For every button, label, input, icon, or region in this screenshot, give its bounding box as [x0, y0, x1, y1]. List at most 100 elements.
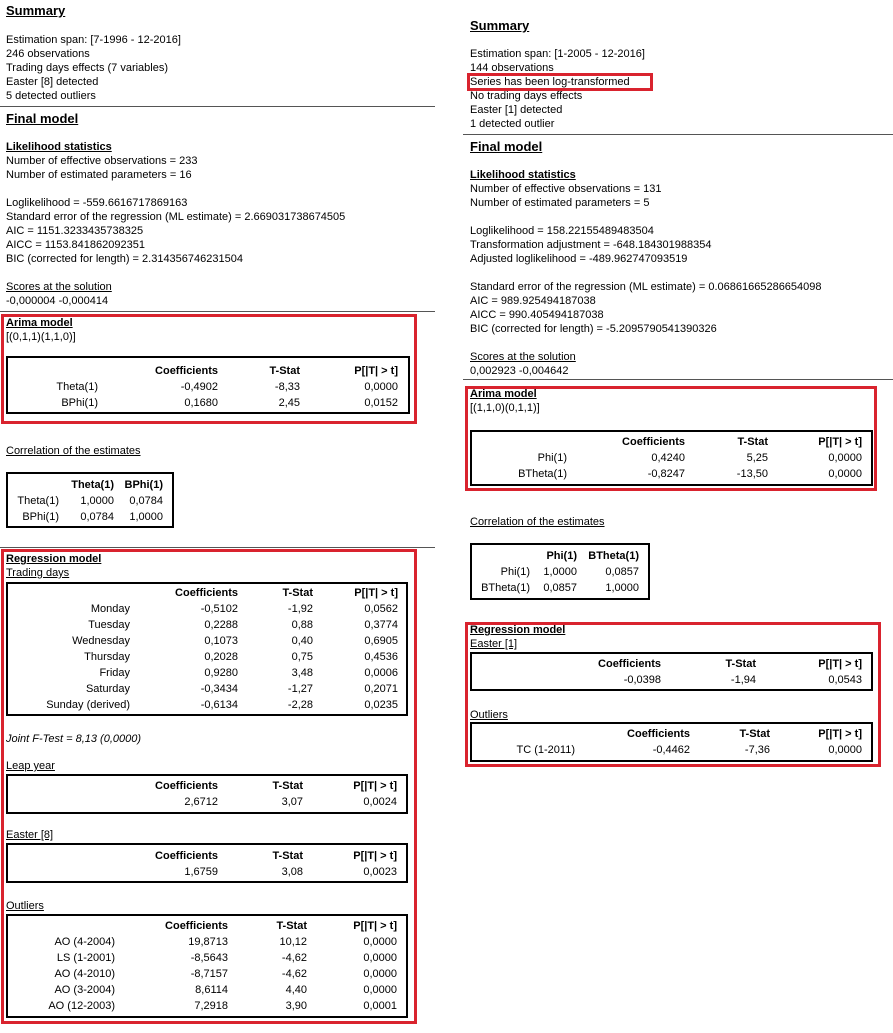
text-line: BIC (corrected for length) = 2.314356746… [6, 253, 243, 265]
separator [463, 379, 893, 380]
table-cell: -0,6134 [200, 699, 238, 711]
separator [0, 547, 435, 548]
subsection-title: Leap year [6, 760, 55, 772]
text-line: Number of effective observations = 131 [470, 183, 662, 195]
table-cell: 8,6114 [195, 984, 228, 996]
column-header: P[|T| > t] [353, 920, 397, 932]
table-cell: 0,2028 [204, 651, 238, 663]
table-frame [470, 722, 873, 762]
test-note: Joint F-Test = 8,13 (0,0000) [6, 733, 142, 745]
text-line: 246 observations [6, 48, 90, 60]
table-cell: Monday [90, 603, 130, 615]
table-cell: 0,0001 [363, 1000, 397, 1012]
table-cell: -0,0398 [623, 674, 661, 686]
table-cell: BTheta(1) [518, 468, 567, 480]
section-title: Final model [470, 139, 543, 154]
table-cell: -1,27 [287, 683, 313, 695]
table-frame [6, 774, 408, 814]
column-header: T-Stat [269, 365, 300, 377]
table-cell: 0,88 [291, 619, 313, 631]
table-cell: 0,0000 [363, 936, 397, 948]
text-line: 5 detected outliers [6, 90, 96, 102]
column-header: BPhi(1) [124, 479, 164, 491]
text-line: BIC (corrected for length) = -5.20957905… [470, 323, 717, 335]
text-line: Estimation span: [1-2005 - 12-2016] [470, 48, 645, 60]
separator [0, 106, 435, 107]
subsection-title: Trading days [6, 567, 70, 579]
table-cell: Sunday (derived) [46, 699, 130, 711]
table-frame [6, 472, 174, 528]
table-cell: 0,0235 [364, 699, 398, 711]
text-line: Loglikelihood = -559.6616717869163 [6, 197, 188, 209]
column-header: Coefficients [622, 436, 685, 448]
table-cell: TC (1-2011) [516, 744, 575, 756]
table-frame [470, 543, 650, 600]
text-line: Loglikelihood = 158.22155489483504 [470, 225, 654, 237]
table-cell: BTheta(1) [481, 582, 530, 594]
subsection-title: Regression model [470, 624, 566, 636]
table-cell: 0,3774 [364, 619, 398, 631]
text-line: 1 detected outlier [470, 118, 555, 130]
table-cell: AO (4-2004) [54, 936, 115, 948]
table-frame [6, 843, 408, 883]
text-line: AIC = 989.925494187038 [470, 295, 596, 307]
column-header: Theta(1) [71, 479, 114, 491]
table-cell: 0,0000 [363, 984, 397, 996]
text-line: Standard error of the regression (ML est… [6, 211, 346, 223]
subsection-title: Scores at the solution [6, 281, 112, 293]
highlight-box [1, 314, 417, 424]
table-cell: Theta(1) [17, 495, 59, 507]
table-cell: -2,28 [287, 699, 313, 711]
column-header: P[|T| > t] [353, 850, 397, 862]
subsection-title: Outliers [6, 900, 44, 912]
subsection-title: Outliers [470, 709, 508, 721]
table-cell: -0,8247 [647, 468, 685, 480]
column-header: Coefficients [598, 658, 661, 670]
table-cell: -8,7157 [190, 968, 228, 980]
table-cell: -0,5102 [200, 603, 238, 615]
table-cell: -7,36 [744, 744, 770, 756]
text-line: Estimation span: [7-1996 - 12-2016] [6, 34, 181, 46]
highlight-box [1, 549, 417, 1024]
column-header: Coefficients [627, 728, 690, 740]
table-cell: 0,1073 [204, 635, 238, 647]
separator [463, 134, 893, 135]
table-cell: 0,0000 [363, 968, 397, 980]
table-cell: -8,33 [274, 381, 300, 393]
column-header: T-Stat [737, 436, 768, 448]
table-cell: 3,07 [281, 796, 303, 808]
table-cell: 0,9280 [204, 667, 238, 679]
table-frame [470, 652, 873, 691]
column-header: T-Stat [272, 780, 303, 792]
column-header: T-Stat [739, 728, 770, 740]
table-cell: 0,0857 [605, 566, 639, 578]
table-cell: AO (12-2003) [48, 1000, 115, 1012]
table-cell: 3,08 [281, 866, 303, 878]
table-cell: -1,94 [730, 674, 756, 686]
section-title: Summary [6, 3, 66, 18]
table-cell: 0,0784 [129, 495, 163, 507]
table-cell: 4,40 [285, 984, 307, 996]
subsection-title: Likelihood statistics [6, 141, 112, 153]
column-header: BTheta(1) [588, 550, 639, 562]
column-header: Coefficients [155, 850, 218, 862]
table-cell: Theta(1) [56, 381, 98, 393]
table-cell: 10,12 [279, 936, 307, 948]
table-cell: 3,48 [291, 667, 313, 679]
table-cell: -4,62 [281, 952, 307, 964]
table-frame [6, 914, 408, 1018]
text-line: Series has been log-transformed [470, 76, 630, 88]
table-cell: 0,0000 [828, 452, 862, 464]
column-header: T-Stat [276, 920, 307, 932]
table-frame [6, 582, 408, 716]
subsection-title: Scores at the solution [470, 351, 576, 363]
table-cell: 1,0000 [80, 495, 114, 507]
table-cell: Wednesday [72, 635, 130, 647]
table-cell: 2,45 [278, 397, 300, 409]
text-line: Adjusted loglikelihood = -489.9627470935… [470, 253, 688, 265]
table-cell: 0,4240 [651, 452, 685, 464]
column-header: P[|T| > t] [354, 587, 398, 599]
table-cell: -0,4462 [652, 744, 690, 756]
